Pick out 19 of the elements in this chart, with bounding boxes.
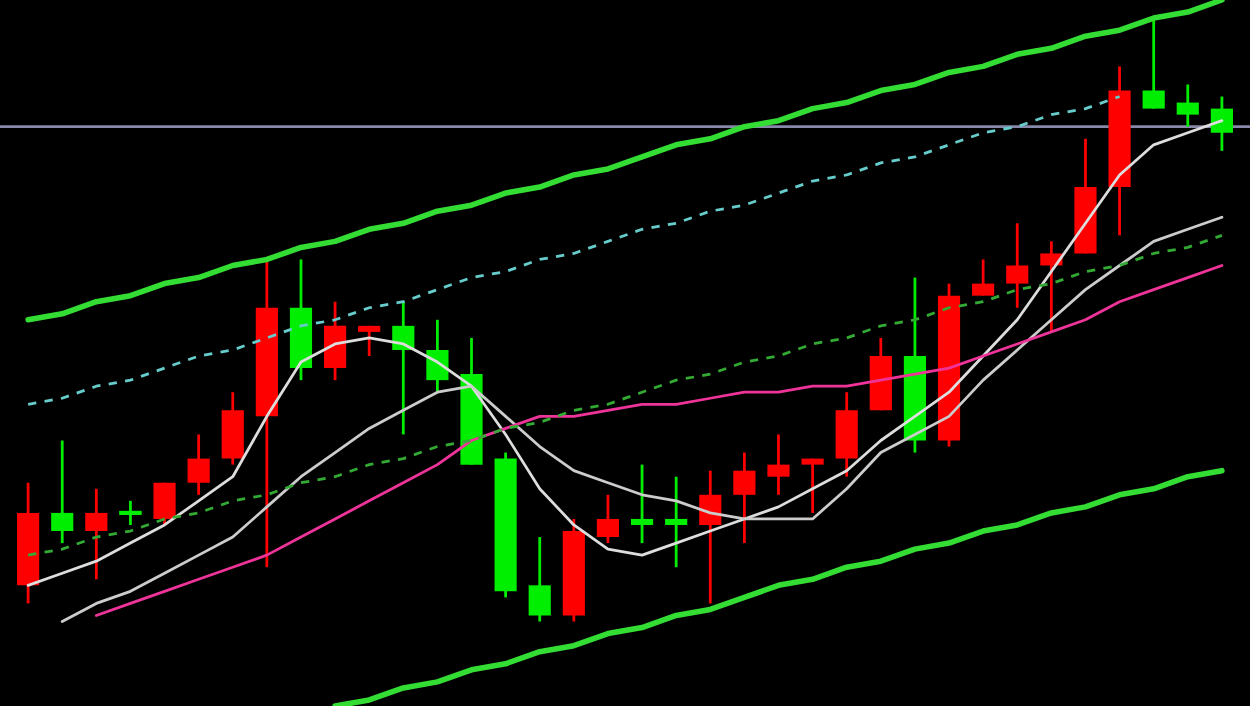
candlestick	[51, 439, 74, 545]
candlestick	[358, 324, 381, 358]
candlestick	[1006, 221, 1029, 310]
candlestick	[733, 451, 756, 545]
candlestick	[1210, 95, 1233, 153]
candlestick	[85, 487, 108, 581]
candlestick	[187, 433, 210, 497]
candlestick	[153, 481, 176, 527]
candlestick	[1040, 239, 1063, 334]
candlestick	[1176, 83, 1199, 129]
candlestick	[972, 258, 995, 298]
candlestick	[767, 433, 790, 497]
candlestick	[528, 535, 551, 623]
candlestick	[324, 300, 347, 382]
candlestick	[1142, 16, 1165, 111]
candlestick	[665, 475, 688, 569]
candlestick	[801, 457, 824, 515]
candlestick	[596, 493, 620, 545]
candlestick	[630, 463, 654, 545]
